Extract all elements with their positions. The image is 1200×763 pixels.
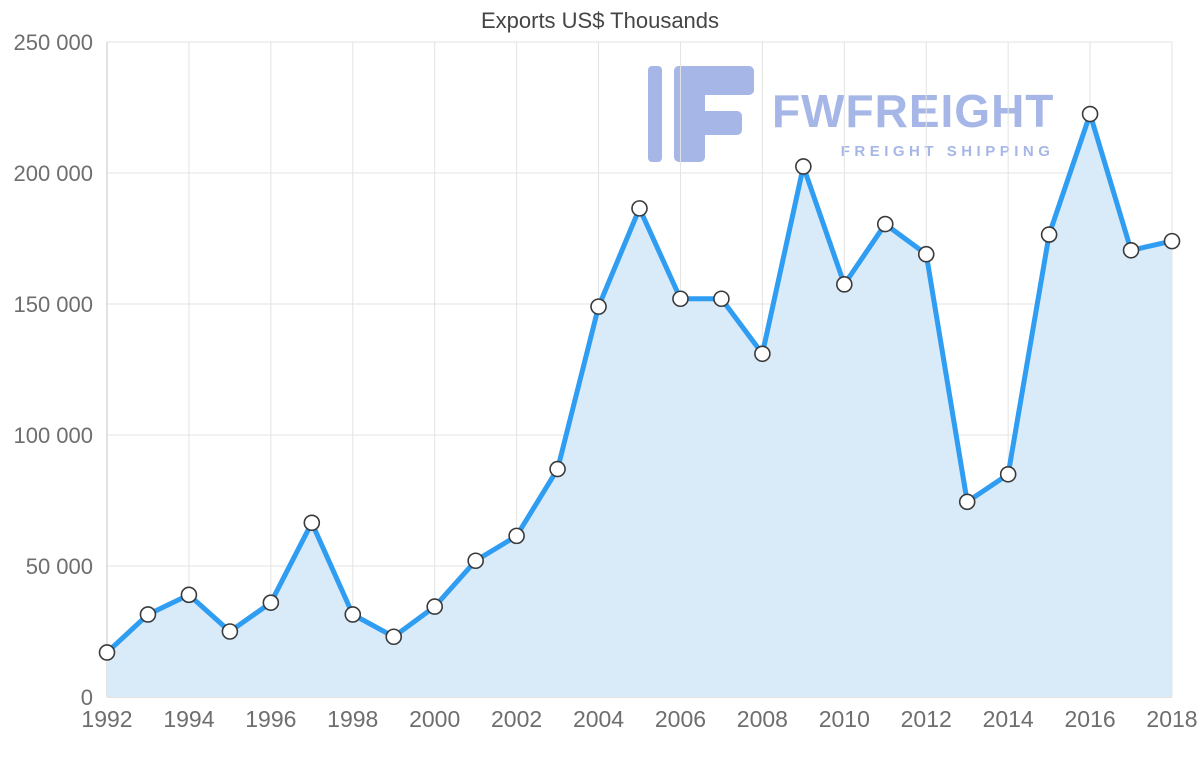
watermark-brand-text: FWFREIGHT bbox=[772, 85, 1055, 137]
x-axis-tick-label: 2000 bbox=[409, 706, 460, 732]
x-axis-tick-label: 1998 bbox=[327, 706, 378, 732]
data-point-marker bbox=[385, 628, 403, 646]
y-axis-tick-label: 100 000 bbox=[13, 423, 93, 448]
data-point-marker bbox=[836, 276, 853, 293]
chart-title: Exports US$ Thousands bbox=[480, 8, 720, 33]
data-point-marker bbox=[1081, 105, 1099, 123]
x-axis-tick-label: 2014 bbox=[983, 706, 1034, 732]
x-axis-tick-label: 2010 bbox=[819, 706, 870, 732]
x-axis-tick-label: 1996 bbox=[245, 706, 296, 732]
data-point-marker bbox=[221, 623, 239, 640]
data-point-marker bbox=[467, 552, 484, 570]
x-axis-tick-label: 1992 bbox=[81, 706, 132, 732]
data-point-marker bbox=[98, 644, 116, 661]
y-axis-tick-label: 0 bbox=[81, 685, 93, 710]
data-point-marker bbox=[139, 606, 157, 623]
x-axis-tick-label: 1994 bbox=[163, 706, 214, 732]
data-point-marker bbox=[262, 594, 280, 611]
x-axis-tick-label: 2004 bbox=[573, 706, 624, 732]
data-point-marker bbox=[344, 606, 362, 623]
data-point-marker bbox=[795, 158, 812, 175]
x-axis-tick-label: 2006 bbox=[655, 706, 706, 732]
x-axis-tick-label: 2008 bbox=[737, 706, 788, 732]
data-point-marker bbox=[672, 290, 689, 308]
x-axis-tick-label: 2002 bbox=[491, 706, 542, 732]
x-axis-tick-label: 2018 bbox=[1146, 706, 1197, 732]
area-fill bbox=[107, 114, 1172, 698]
data-point-marker bbox=[1122, 241, 1140, 259]
data-point-marker bbox=[180, 586, 198, 604]
data-point-marker bbox=[303, 514, 321, 532]
x-axis-tick-label: 2016 bbox=[1064, 706, 1115, 732]
y-axis-tick-label: 200 000 bbox=[13, 161, 93, 186]
data-point-marker bbox=[590, 298, 607, 315]
y-axis-tick-label: 150 000 bbox=[13, 292, 93, 317]
data-point-marker bbox=[1040, 226, 1058, 243]
x-axis-tick-label: 2012 bbox=[901, 706, 952, 732]
y-axis-tick-label: 50 000 bbox=[26, 554, 93, 579]
data-point-marker bbox=[958, 493, 976, 511]
data-point-marker bbox=[713, 290, 730, 308]
data-point-marker bbox=[549, 460, 566, 478]
y-axis-tick-label: 250 000 bbox=[13, 30, 93, 55]
watermark-tagline-text: FREIGHT SHIPPING bbox=[840, 143, 1055, 160]
watermark-text-block: FWFREIGHT FREIGHT SHIPPING bbox=[772, 62, 1054, 160]
data-point-marker bbox=[426, 598, 443, 615]
data-point-marker bbox=[631, 200, 648, 217]
data-point-marker bbox=[876, 215, 894, 233]
data-point-marker bbox=[754, 345, 771, 363]
data-point-marker bbox=[917, 245, 935, 263]
data-point-marker bbox=[999, 465, 1017, 483]
fwfreight-watermark: FWFREIGHT FREIGHT SHIPPING bbox=[648, 62, 1054, 166]
data-point-marker bbox=[508, 527, 525, 545]
data-point-marker bbox=[1163, 232, 1181, 250]
fwfreight-logo-icon bbox=[648, 66, 754, 162]
